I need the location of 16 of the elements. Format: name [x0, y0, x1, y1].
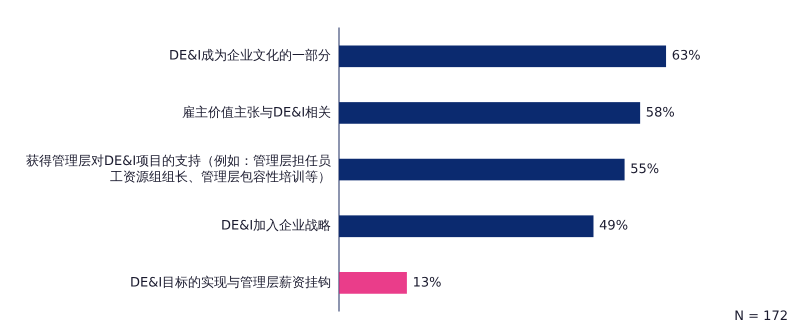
data-label: 13%	[412, 275, 442, 290]
y-tick-label: 获得管理层对DE&I项目的支持（例如：管理层担任员工资源组组长、管理层包容性培训等）	[26, 154, 332, 185]
data-label: 55%	[630, 162, 660, 177]
y-tick-label: DE&I成为企业文化的一部分	[168, 48, 332, 64]
data-label: 49%	[599, 218, 628, 234]
text: N = 172	[734, 308, 788, 324]
bar	[339, 45, 666, 68]
bar	[339, 158, 625, 180]
bar	[339, 102, 640, 124]
data-label: 63%	[672, 48, 701, 64]
y-tick-label: 雇主价值主张与DE&I相关	[182, 104, 332, 120]
bar	[339, 272, 407, 294]
data-label: 58%	[646, 105, 675, 120]
y-tick-label: DE&I加入企业战略	[220, 218, 332, 234]
bar	[339, 215, 594, 238]
y-tick-label: DE&I目标的实现与管理层薪资挂钩	[130, 275, 332, 290]
